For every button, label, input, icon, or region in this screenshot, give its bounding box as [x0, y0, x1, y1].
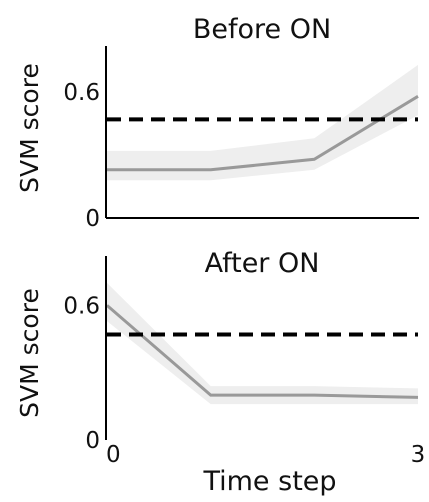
- y-tick-label: 0.6: [63, 80, 100, 106]
- y-axis-label: SVM score: [15, 288, 44, 418]
- panel-before-on: Before ON SVM score 00.6: [15, 14, 419, 232]
- y-axis-label: SVM score: [15, 63, 44, 193]
- y-tick-label: 0: [85, 428, 100, 454]
- y-tick-label: 0: [85, 206, 100, 232]
- panel-title: Before ON: [193, 14, 331, 45]
- x-axis-label: Time step: [202, 466, 336, 497]
- y-tick-label: 0.6: [63, 293, 100, 319]
- series-line: [107, 95, 419, 172]
- confidence-band: [107, 282, 418, 405]
- plot-area: [107, 64, 419, 181]
- y-tick-labels: 00.6: [63, 80, 100, 232]
- series-line: [106, 304, 419, 399]
- panel-title: After ON: [205, 248, 320, 279]
- plot-area: [106, 282, 419, 405]
- confidence-band: [107, 64, 418, 181]
- x-tick-label: 0: [106, 442, 121, 468]
- tick-labels: 0 0.6 0 3: [63, 293, 425, 468]
- x-tick-label: 3: [411, 442, 426, 468]
- panel-after-on: After ON SVM score 0 0.6 0 3 Time step: [15, 248, 425, 497]
